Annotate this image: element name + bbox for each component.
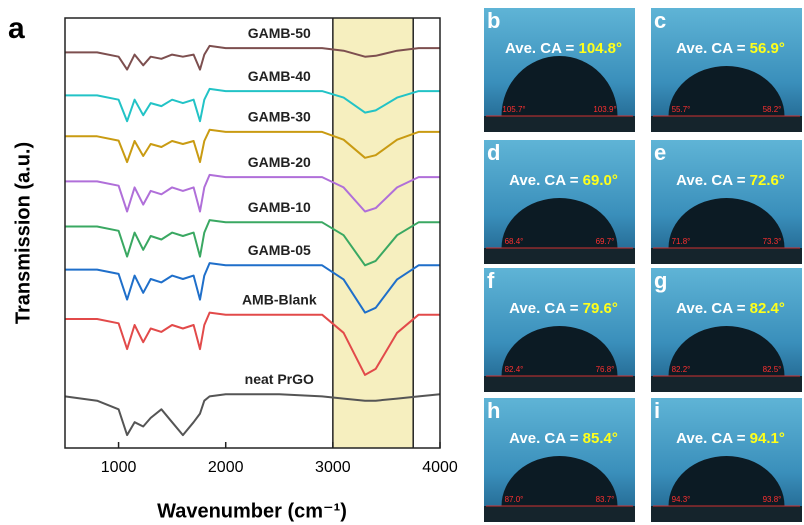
x-axis-label: Wavenumber (cm⁻¹): [157, 500, 347, 522]
plot-frame: [64, 17, 441, 449]
series-label: GAMB-50: [248, 25, 311, 41]
photo-label: f: [487, 268, 495, 293]
left-angle: 87.0°: [505, 495, 524, 504]
droplet: [501, 198, 618, 248]
series-label: GAMB-05: [248, 242, 311, 258]
right-angle: 58.2°: [763, 105, 782, 114]
photo-label: i: [654, 398, 660, 423]
ave-ca-label: Ave. CA =: [509, 430, 579, 447]
series-label: GAMB-20: [248, 154, 311, 170]
series-label: GAMB-30: [248, 109, 311, 125]
y-axis-label: Transmission (a.u.): [12, 142, 34, 324]
spectrum-line: [65, 219, 440, 267]
left-angle: 105.7°: [502, 105, 525, 114]
right-angle: 73.3°: [763, 237, 782, 246]
x-tick-label: 4000: [422, 459, 458, 476]
ave-ca-label: Ave. CA =: [505, 40, 575, 57]
droplet: [668, 456, 785, 506]
panel-label: a: [8, 12, 25, 45]
contact-angle-text: Ave. CA = 85.4°: [509, 430, 618, 447]
ave-ca-value: 69.0°: [583, 172, 618, 189]
photo-panel: e Ave. CA = 72.6° 71.8° 73.3°: [651, 140, 802, 264]
droplet: [501, 456, 618, 506]
series-label: GAMB-10: [248, 199, 311, 215]
photo-panel: c Ave. CA = 56.9° 55.7° 58.2°: [651, 8, 802, 132]
substrate: [651, 506, 802, 522]
series-label: GAMB-40: [248, 68, 311, 84]
ave-ca-label: Ave. CA =: [676, 172, 746, 189]
right-angle: 93.8°: [763, 495, 782, 504]
series-label: AMB-Blank: [242, 291, 317, 307]
right-angle: 76.8°: [596, 365, 615, 374]
contact-angle-text: Ave. CA = 104.8°: [505, 40, 622, 57]
spectrum-line: [65, 311, 440, 376]
spectrum-line: [65, 87, 440, 123]
substrate: [484, 116, 635, 132]
spectrum-line: [65, 44, 440, 71]
ave-ca-value: 72.6°: [750, 172, 785, 189]
photo-label: e: [654, 140, 666, 165]
left-angle: 82.4°: [505, 365, 524, 374]
left-angle: 68.4°: [505, 237, 524, 246]
ave-ca-label: Ave. CA =: [509, 300, 579, 317]
left-angle: 82.2°: [672, 365, 691, 374]
photo-label: d: [487, 140, 500, 165]
photo-label: c: [654, 8, 666, 33]
ave-ca-value: 94.1°: [750, 430, 785, 447]
left-angle: 55.7°: [672, 105, 691, 114]
photo-panel: b Ave. CA = 104.8° 105.7° 103.9°: [484, 8, 635, 132]
x-tick-label: 3000: [315, 459, 351, 476]
contact-angle-text: Ave. CA = 72.6°: [676, 172, 785, 189]
photo-panel: f Ave. CA = 79.6° 82.4° 76.8°: [484, 268, 635, 392]
droplet: [668, 66, 785, 116]
contact-angle-text: Ave. CA = 82.4°: [676, 300, 785, 317]
ave-ca-label: Ave. CA =: [676, 40, 746, 57]
contact-angle-text: Ave. CA = 79.6°: [509, 300, 618, 317]
ave-ca-value: 56.9°: [750, 40, 785, 57]
ave-ca-value: 79.6°: [583, 300, 618, 317]
spectrum-line: [65, 128, 440, 164]
right-angle: 103.9°: [593, 105, 616, 114]
droplet: [668, 326, 785, 376]
contact-angle-text: Ave. CA = 94.1°: [676, 430, 785, 447]
substrate: [484, 248, 635, 264]
substrate: [651, 376, 802, 392]
photo-label: h: [487, 398, 500, 423]
substrate: [651, 116, 802, 132]
spectrum-line: [64, 393, 441, 437]
ave-ca-label: Ave. CA =: [676, 300, 746, 317]
contact-angle-text: Ave. CA = 56.9°: [676, 40, 785, 57]
ave-ca-value: 104.8°: [578, 40, 622, 57]
photo-panel: i Ave. CA = 94.1° 94.3° 93.8°: [651, 398, 802, 522]
ave-ca-label: Ave. CA =: [676, 430, 746, 447]
substrate: [484, 376, 635, 392]
substrate: [651, 248, 802, 264]
right-angle: 83.7°: [596, 495, 615, 504]
x-tick-label: 1000: [101, 459, 137, 476]
contact-angle-text: Ave. CA = 69.0°: [509, 172, 618, 189]
substrate: [484, 506, 635, 522]
x-tick-label: 2000: [208, 459, 244, 476]
photo-label: g: [654, 268, 667, 293]
droplet: [668, 198, 785, 248]
photo-label: b: [487, 8, 500, 33]
right-angle: 69.7°: [596, 237, 615, 246]
droplet: [501, 56, 618, 116]
series-label: neat PrGO: [245, 371, 314, 387]
spectrum-line: [65, 173, 440, 213]
ave-ca-value: 82.4°: [750, 300, 785, 317]
droplet: [501, 326, 618, 376]
photo-panel: g Ave. CA = 82.4° 82.2° 82.5°: [651, 268, 802, 392]
ave-ca-value: 85.4°: [583, 430, 618, 447]
photo-panel: d Ave. CA = 69.0° 68.4° 69.7°: [484, 140, 635, 264]
left-angle: 71.8°: [672, 237, 691, 246]
photo-panel: h Ave. CA = 85.4° 87.0° 83.7°: [484, 398, 635, 522]
ave-ca-label: Ave. CA =: [509, 172, 579, 189]
right-angle: 82.5°: [763, 365, 782, 374]
left-angle: 94.3°: [672, 495, 691, 504]
spectrum-line: [65, 262, 440, 314]
